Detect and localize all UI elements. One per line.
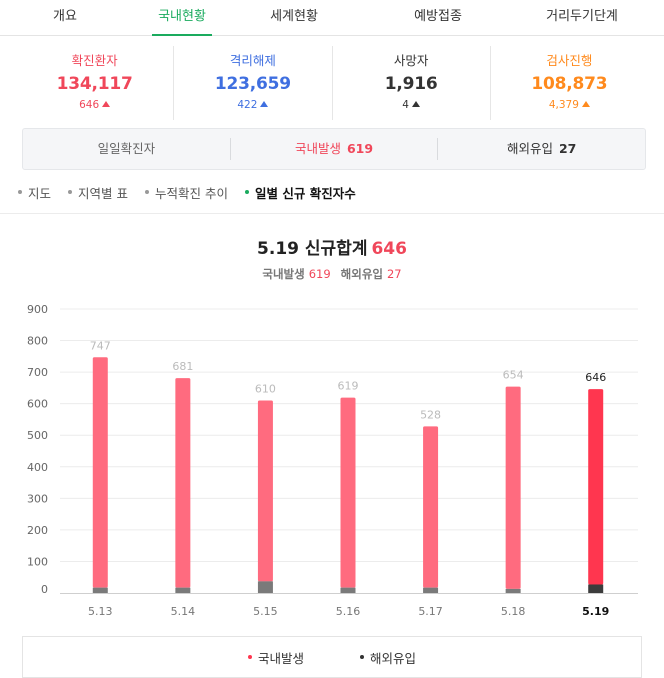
data-label: 747 xyxy=(90,339,111,352)
bar-overseas xyxy=(175,587,191,593)
y-tick-label: 0 xyxy=(41,583,48,596)
stat-confirmed: 확진환자 134,117 646 xyxy=(16,46,175,120)
stats-panel: 확진환자 134,117 646 격리해제 123,659 422 사망자 1,… xyxy=(16,46,648,120)
y-tick-label: 900 xyxy=(27,303,48,316)
stat-label: 격리해제 xyxy=(229,53,276,68)
daily-confirmed-strip: 일일확진자 국내발생 619 해외유입 27 xyxy=(22,128,646,170)
bar-overseas xyxy=(588,584,604,593)
bar-overseas xyxy=(257,581,273,593)
tab-distancing[interactable]: 거리두기단계 xyxy=(546,9,618,24)
legend-domestic[interactable]: 국내발생 xyxy=(247,648,304,667)
bullet-icon xyxy=(145,190,149,194)
stat-value: 1,916 xyxy=(384,74,438,94)
y-tick-label: 100 xyxy=(27,555,48,568)
bar-overseas xyxy=(92,587,108,593)
view-submenu: 지도 지역별 표 누적확진 추이 일별 신규 확진자수 xyxy=(18,182,373,202)
y-tick-label: 700 xyxy=(27,366,48,379)
bullet-icon xyxy=(68,190,73,194)
y-tick-label: 200 xyxy=(27,524,48,537)
bar-domestic xyxy=(505,386,521,589)
chart-title: 5.19 신규합계 646 xyxy=(257,239,407,259)
dark-dot-icon xyxy=(360,655,364,659)
daily-overseas: 해외유입 27 xyxy=(437,138,645,160)
tab-bar: 개요 국내현황 세계현황 예방접종 거리두기단계 xyxy=(0,0,664,36)
data-label: 646 xyxy=(585,371,606,384)
daily-domestic: 국내발생 619 xyxy=(229,138,438,160)
stat-value: 123,659 xyxy=(214,74,291,94)
submenu-region-table[interactable]: 지역별 표 xyxy=(68,182,128,202)
bullet-icon xyxy=(244,190,249,194)
stat-value: 134,117 xyxy=(56,74,133,94)
bar-domestic xyxy=(423,426,439,588)
x-tick-label: 5.18 xyxy=(501,605,526,618)
bar-overseas xyxy=(505,588,521,593)
submenu-daily-new[interactable]: 일별 신규 확진자수 xyxy=(244,182,356,202)
x-tick-label: 5.17 xyxy=(418,605,443,618)
y-tick-label: 500 xyxy=(27,429,48,442)
y-tick-label: 600 xyxy=(27,398,48,411)
x-tick-label: 5.19 xyxy=(582,605,609,618)
tab-domestic[interactable]: 국내현황 xyxy=(152,0,212,36)
stat-label: 확진환자 xyxy=(71,53,118,68)
data-label: 681 xyxy=(172,360,193,373)
tab-overview[interactable]: 개요 xyxy=(53,9,77,24)
up-triangle-icon xyxy=(581,101,590,107)
y-tick-label: 400 xyxy=(27,461,48,474)
daily-new-cases-chart: 0 100 200 300 400 500 600 700 800 900 747 5.13 681 5.… xyxy=(27,303,638,618)
x-tick-label: 5.16 xyxy=(336,605,361,618)
stat-deaths: 사망자 1,916 4 xyxy=(333,46,491,120)
stat-delta: 4 xyxy=(333,98,490,112)
x-tick-label: 5.14 xyxy=(171,605,196,618)
stat-value: 108,873 xyxy=(531,74,608,94)
stat-delta: 4,379 xyxy=(491,98,648,112)
up-triangle-icon xyxy=(260,101,269,107)
tab-vaccination[interactable]: 예방접종 xyxy=(414,9,462,24)
submenu-map[interactable]: 지도 xyxy=(18,182,51,202)
up-triangle-icon xyxy=(411,101,420,107)
chart-legend: 국내발생 해외유입 xyxy=(22,636,642,678)
stat-testing: 검사진행 108,873 4,379 xyxy=(491,46,648,120)
divider xyxy=(0,213,664,214)
y-tick-label: 800 xyxy=(27,335,48,348)
data-label: 528 xyxy=(420,408,441,421)
stat-released: 격리해제 123,659 422 xyxy=(174,46,333,120)
red-dot-icon xyxy=(247,655,252,659)
stat-label: 사망자 xyxy=(393,53,429,68)
legend-overseas[interactable]: 해외유입 xyxy=(360,648,416,667)
daily-label: 일일확진자 xyxy=(97,141,156,156)
chart-subtitle: 국내발생 619 해외유입 27 xyxy=(262,267,402,281)
up-triangle-icon xyxy=(102,101,111,107)
data-label: 619 xyxy=(338,380,359,393)
stat-label: 검사진행 xyxy=(546,53,593,68)
tab-world[interactable]: 세계현황 xyxy=(270,9,318,24)
data-label: 654 xyxy=(503,369,524,382)
bar-domestic xyxy=(92,357,108,588)
bar-overseas xyxy=(423,587,439,593)
stat-delta: 422 xyxy=(174,98,331,112)
bar-overseas xyxy=(340,587,356,593)
bar-domestic xyxy=(257,400,273,582)
bar-domestic xyxy=(588,389,604,585)
x-tick-label: 5.15 xyxy=(253,605,278,618)
stat-delta: 646 xyxy=(16,98,173,112)
x-tick-label: 5.13 xyxy=(88,605,113,618)
bar-domestic xyxy=(175,378,191,588)
submenu-cumulative[interactable]: 누적확진 추이 xyxy=(145,182,228,202)
bar-domestic xyxy=(340,397,356,588)
y-tick-label: 300 xyxy=(27,492,48,505)
bullet-icon xyxy=(18,190,22,194)
data-label: 610 xyxy=(255,383,276,396)
